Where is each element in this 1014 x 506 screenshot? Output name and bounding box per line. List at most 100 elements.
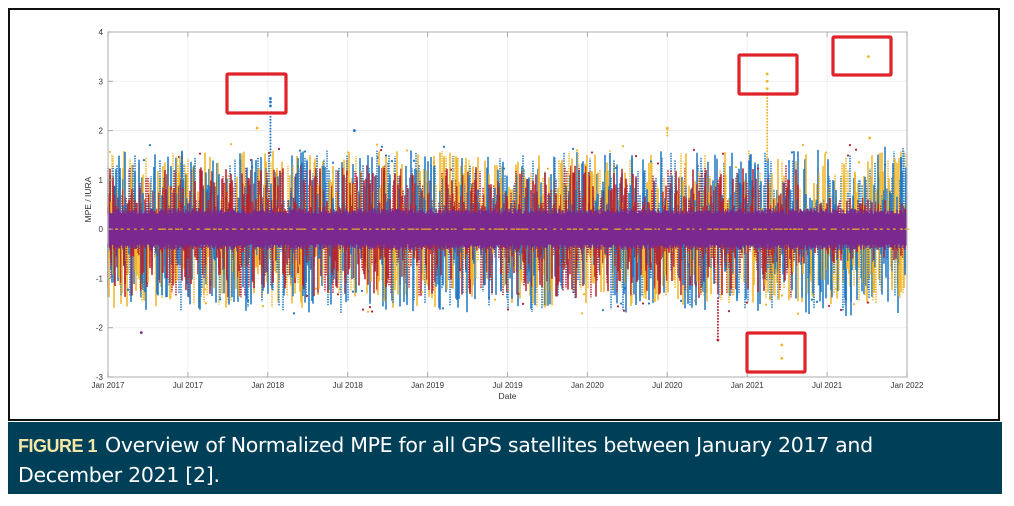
notable-point [352,129,356,132]
x-tick-label: Jan 2018 [251,381,284,390]
data-point [810,298,814,301]
data-point [442,145,446,148]
y-tick-label: 3 [99,77,104,86]
data-point [246,299,250,302]
notable-point [255,126,259,130]
data-point [848,144,852,147]
data-point [580,312,584,315]
outlier-trail-point [716,311,719,314]
data-point [296,165,300,168]
data-point [622,309,626,312]
outlier-trail-point [766,159,769,162]
notable-point [868,136,872,140]
data-point [198,152,202,155]
data-point [621,145,625,148]
figure-label: FIGURE 1 [18,436,98,456]
outlier-trail-point [766,105,769,108]
x-tick-label: Jul 2021 [812,381,843,390]
data-point [656,162,660,165]
outlier-point [269,97,272,100]
outlier-trail-point [766,114,769,117]
data-point [590,151,594,154]
data-point [756,167,760,170]
data-point [616,305,620,308]
data-point [745,301,749,304]
outlier-trail-point [269,154,272,157]
outlier-trail-point [716,332,719,335]
data-point [384,154,388,157]
outlier-trail-point [766,97,769,100]
outlier-trail-point [269,130,272,133]
data-point [824,151,828,154]
outlier-trail-point [766,129,769,132]
data-point [250,165,254,169]
outlier-trail-point [766,117,769,120]
outlier-trail-point [716,329,719,332]
data-point [148,144,152,147]
data-point [734,166,738,169]
outlier-point [866,55,870,59]
outlier-trail-point [269,124,272,127]
outlier-trail-point [269,151,272,154]
data-point [506,308,510,311]
data-point [647,302,651,305]
outlier-trail-point [269,136,272,139]
outlier-trail-point [766,123,769,126]
data-point [801,143,805,147]
data-point [361,308,365,311]
outlier-trail-point [269,139,272,142]
outlier-trail-point [766,150,769,153]
data-point [815,300,819,304]
data-point [649,160,653,163]
x-tick-label: Jan 2022 [891,381,924,390]
highlight-boxes [225,35,893,374]
data-point [866,301,870,304]
scatter-points [107,55,910,360]
outlier-trail-point [766,144,769,147]
caption-text-line1: Overview of Normalized MPE for all GPS s… [105,433,873,457]
data-point [366,310,370,313]
data-point [601,309,605,312]
x-tick-label: Jan 2020 [571,381,604,390]
data-point [336,293,340,296]
outlier-trail-point [666,128,669,131]
notable-point [139,331,143,335]
x-tick-label: Jan 2021 [731,381,764,390]
mpe-scatter-chart: 4 3 2 1 0 -1 -2 -3 Jan 2017 Jul 2017 Jan 2018 Jul … [83,28,924,401]
data-point [229,143,233,146]
data-point [368,306,372,309]
data-point [292,312,296,315]
outlier-point [269,100,272,104]
outlier-point [780,343,784,347]
data-point [379,149,383,152]
x-tick-label: Jan 2017 [92,381,125,390]
y-axis-ticks: 4 3 2 1 0 -1 -2 -3 [96,28,113,382]
data-point [441,307,445,310]
outlier-trail-point [766,156,769,159]
y-tick-label: 1 [99,176,104,185]
data-point [142,159,146,162]
y-tick-label: -2 [96,324,104,333]
data-point [412,159,416,162]
outlier-trail-point [269,115,272,118]
data-point [721,152,725,155]
outlier-trail-point [716,303,719,306]
outlier-point [765,87,769,91]
data-point [493,298,497,301]
data-point [204,302,208,305]
data-point [857,161,861,164]
x-axis-ticks: Jan 2017 Jul 2017 Jan 2018 Jul 2018 Jan 2019… [92,32,924,390]
outlier-trail-point [716,335,719,338]
data-point [303,150,307,153]
y-tick-label: 4 [99,28,104,37]
outlier-trail-point [766,126,769,129]
data-point [331,161,335,164]
outlier-trail-point [269,142,272,145]
data-point [780,294,784,297]
data-point [375,143,379,146]
y-tick-label: 0 [99,225,104,234]
outlier-trail-point [716,320,719,323]
y-tick-label: 2 [99,127,104,136]
outlier-trail-point [766,147,769,150]
outlier-trail-point [766,141,769,144]
